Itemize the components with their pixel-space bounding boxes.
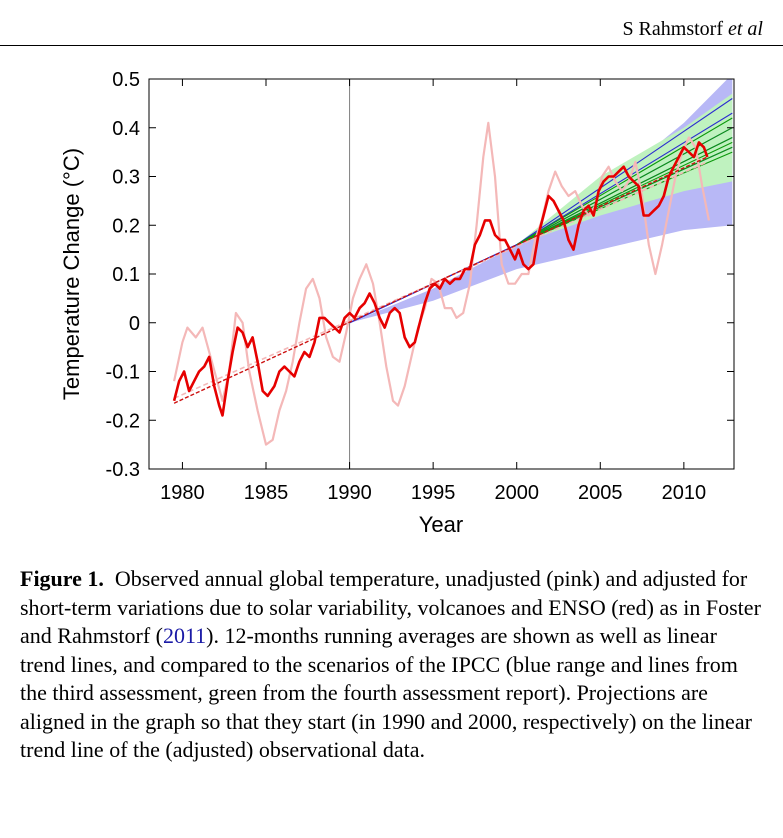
y-tick-label-8: 0.5 [112,69,140,91]
x-tick-label-2005: 2005 [578,482,623,504]
x-tick-label-1985: 1985 [244,482,289,504]
figure-caption: Figure 1. Observed annual global tempera… [20,565,765,765]
x-axis: 1980 1985 1990 1995 2000 2005 2010 [160,79,706,504]
unadjusted-trend-line [173,161,708,400]
author-etal: et al [728,18,763,40]
y-tick-label-1: -0.2 [106,410,140,432]
plot-background [149,79,734,469]
x-tick-label-2000: 2000 [494,482,539,504]
adjusted-trend-line [173,156,708,404]
caption-label: Figure 1. [20,566,104,591]
caption-text-2: ). 12-months running averages are shown … [20,623,752,762]
x-axis-label: Year [419,512,463,537]
y-tick-label-0: -0.3 [106,459,140,481]
x-tick-label-1995: 1995 [411,482,456,504]
author-name: S Rahmstorf [622,18,723,40]
x-tick-label-1990: 1990 [327,482,372,504]
page-header: S Rahmstorf et al [0,0,783,46]
adjusted-series-line [172,141,709,417]
x-tick-label-2010: 2010 [662,482,707,504]
citation-link-2011[interactable]: 2011 [162,623,207,648]
ipcc-tar-range [349,79,733,323]
running-head-author: S Rahmstorf et al [622,18,763,40]
ipcc-ar4-line-1 [516,117,733,246]
unadjusted-series-line [173,121,710,446]
y-axis: -0.3 -0.2 -0.1 0 0.1 0.2 0.3 0.4 0.5 [106,69,734,481]
caption-text-1: Observed annual global temperature, unad… [20,566,761,648]
y-axis-label: Temperature Change (°C) [59,148,84,400]
observation-series [172,121,710,446]
y-tick-label-3: 0 [129,313,140,335]
temperature-chart: 1980 1985 1990 1995 2000 2005 2010 -0.3-0.2-0.… [59,69,735,537]
y-tick-label-6: 0.3 [112,167,140,189]
y-tick-label-5: 0.2 [112,215,140,237]
y-tick-label-2: -0.1 [106,362,140,384]
y-tick-label-4: 0.1 [112,264,140,286]
x-tick-label-1980: 1980 [160,482,205,504]
y-tick-label-7: 0.4 [112,118,140,140]
